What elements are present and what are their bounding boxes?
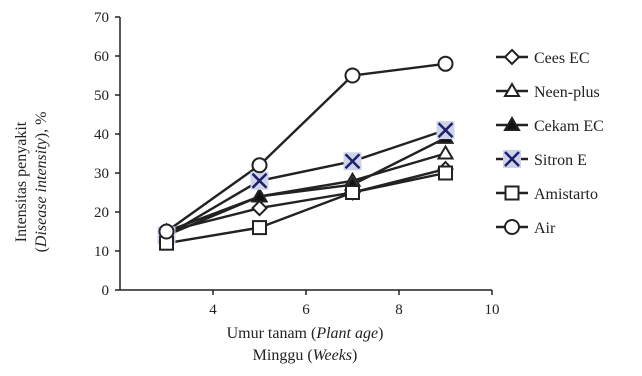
y-tick-label: 0 [102,283,110,299]
legend-label: Air [534,220,556,237]
legend-item-neen-plus: Neen-plus [496,82,600,101]
series-line-neen-plus [166,152,446,237]
y-tick-label: 60 [94,49,109,65]
legend-swatch-marker [504,219,520,235]
data-point-amistarto [252,220,267,236]
marker-x-stroke [251,172,268,189]
x-tick-label: 4 [209,302,217,318]
data-point-air [158,223,175,240]
legend-label: Cekam EC [534,118,604,135]
axes: 0 10 20 30 40 50 60 70 4 6 8 10 [94,10,500,318]
legend-item-cekam-ec: Cekam EC [496,116,604,135]
marker-circle-shape [344,67,361,84]
data-point-sitron-e [436,121,455,140]
series-line-air [165,62,446,233]
data-point-air [251,157,268,174]
marker-circle-shape [504,219,520,235]
marker-diamond-shape [503,48,521,66]
x-axis-title-line1: Umur tanam (Plant age) [227,325,384,342]
marker-triangle-shape [436,144,455,160]
marker-square-shape [504,185,520,201]
marker-circle-shape [158,223,175,240]
data-point-air [437,55,454,72]
y-tick-label: 10 [94,244,109,260]
marker-square-shape [252,220,267,236]
series-lines [165,62,447,245]
y-tick-label: 20 [94,205,109,221]
data-point-air [344,67,361,84]
marker-circle-shape [437,55,454,72]
legend-swatch-marker [503,116,521,131]
data-point-amistarto [438,165,453,181]
x-tick-label: 8 [395,302,403,318]
legend-item-cees-ec: Cees EC [496,48,590,67]
legend-item-air: Air [496,219,556,237]
legend-label: Neen-plus [534,84,600,101]
marker-square-shape [345,185,360,200]
y-axis-title-line2: (Disease intensity), % [33,112,50,253]
marker-x-stroke [437,122,454,138]
x-axis-title-line2: Minggu (Weeks) [253,347,358,364]
data-point-sitron-e [250,171,269,190]
data-point-neen-plus [436,144,455,160]
legend-swatch-marker [503,82,521,97]
data-point-cees-ec [251,199,268,217]
marker-triangle-filled-shape [503,116,521,131]
legend-swatch-marker [504,185,520,201]
legend-item-amistarto: Amistarto [496,185,598,203]
marker-x-stroke [344,153,361,170]
legend-label: Amistarto [534,186,598,203]
legend-item-sitron-e: Sitron E [496,150,587,169]
y-tick-label: 40 [94,127,109,143]
y-tick-label: 30 [94,166,109,182]
series-markers [157,55,455,251]
series-line-cekam-ec [166,136,447,233]
y-tick-label: 50 [94,88,109,104]
marker-square-shape [438,165,453,181]
legend-label: Cees EC [534,50,590,67]
x-tick-label: 10 [485,302,500,318]
marker-x-stroke [504,151,520,167]
marker-triangle-shape [503,82,521,97]
marker-circle-shape [251,157,268,174]
series-line-amistarto [166,171,446,245]
marker-triangle-filled-shape [250,187,269,203]
marker-diamond-shape [251,199,268,217]
legend-label: Sitron E [534,152,587,169]
legend: Cees EC Neen-plus Cekam EC Sitron E Amistart… [496,48,604,237]
legend-swatch-marker [503,150,521,168]
series-line-cees-ec [166,167,446,233]
data-point-cekam-ec [250,187,269,203]
data-point-amistarto [345,185,360,200]
legend-swatch-marker [503,48,521,66]
y-axis-title-line1: Intensitas penyakit [13,121,30,242]
data-point-sitron-e [343,152,362,171]
x-tick-label: 6 [302,302,310,318]
y-tick-label: 70 [94,10,109,26]
y-axis-title: Intensitas penyakit [13,121,30,242]
series-line-sitron-e [165,128,446,237]
